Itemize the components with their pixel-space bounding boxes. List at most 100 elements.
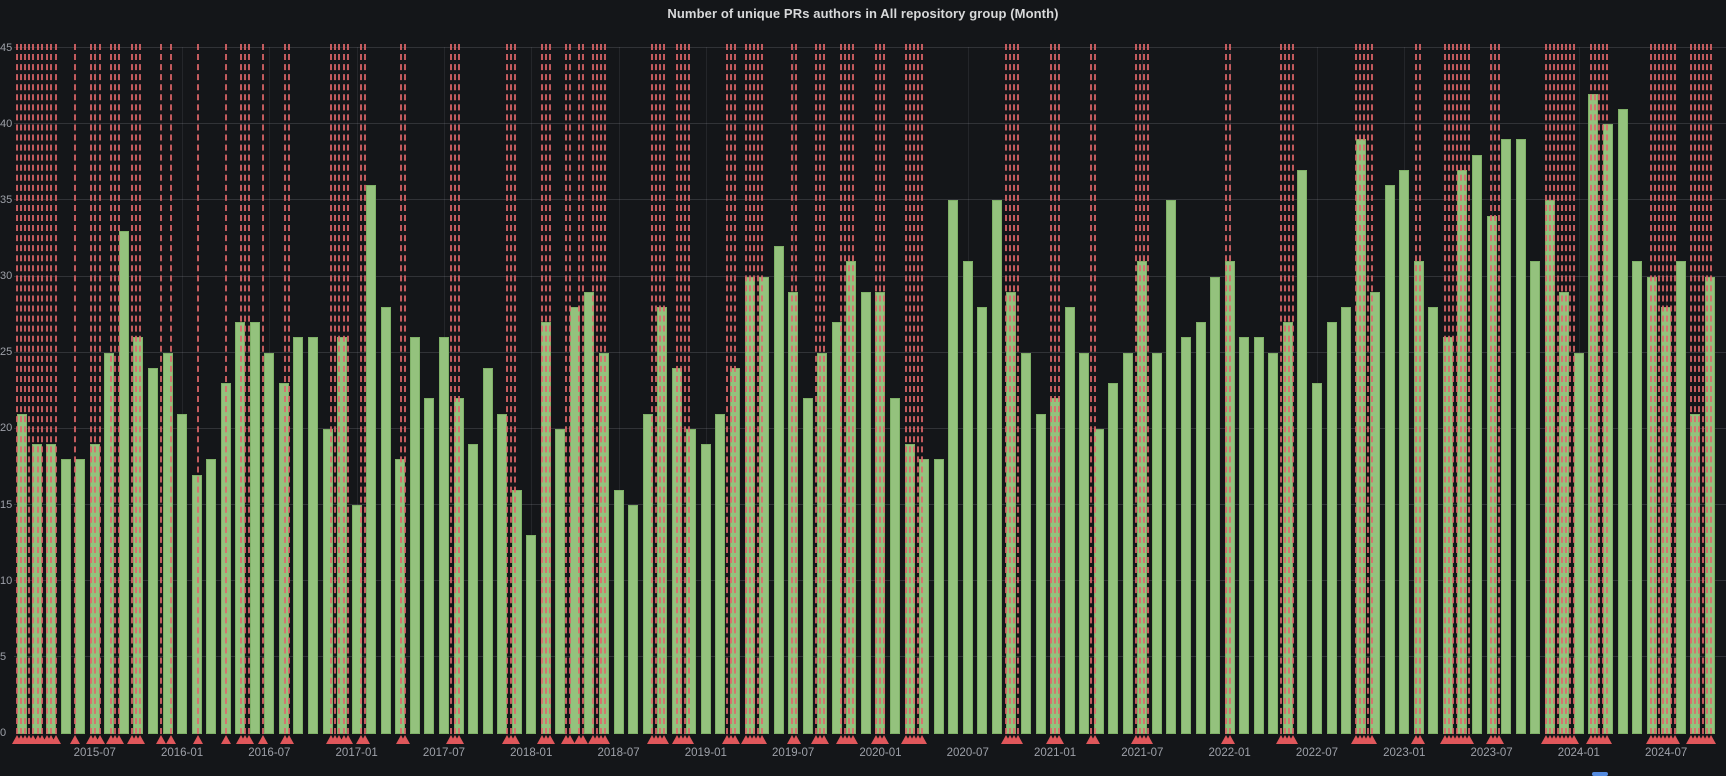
- annotation-marker-icon[interactable]: [221, 734, 231, 744]
- bar-2018-12[interactable]: [686, 428, 697, 734]
- bar-2021-02[interactable]: [1064, 306, 1075, 734]
- bar-2023-08[interactable]: [1501, 139, 1512, 734]
- bar-2019-02[interactable]: [715, 413, 726, 734]
- bar-2020-09[interactable]: [991, 200, 1002, 734]
- bar-2018-01[interactable]: [526, 535, 537, 734]
- annotation-marker-icon[interactable]: [1464, 734, 1474, 744]
- annotation-marker-icon[interactable]: [454, 734, 464, 744]
- bar-2016-03[interactable]: [206, 459, 217, 734]
- bar-2024-02[interactable]: [1588, 93, 1599, 734]
- annotation-marker-icon[interactable]: [600, 734, 610, 744]
- bar-2022-06[interactable]: [1297, 169, 1308, 734]
- annotation-marker-icon[interactable]: [510, 734, 520, 744]
- annotation-marker-icon[interactable]: [193, 734, 203, 744]
- bar-2019-08[interactable]: [802, 398, 813, 734]
- plot-area[interactable]: [12, 38, 1726, 744]
- annotation-marker-icon[interactable]: [545, 734, 555, 744]
- annotation-marker-icon[interactable]: [565, 734, 575, 744]
- annotation-marker-icon[interactable]: [819, 734, 829, 744]
- bar-2020-04[interactable]: [919, 459, 930, 734]
- bar-2017-03[interactable]: [380, 306, 391, 734]
- annotation-marker-icon[interactable]: [1090, 734, 1100, 744]
- annotation-marker-icon[interactable]: [343, 734, 353, 744]
- annotation-marker-icon[interactable]: [1670, 734, 1680, 744]
- annotation-marker-icon[interactable]: [156, 734, 166, 744]
- annotation-marker-icon[interactable]: [1013, 734, 1023, 744]
- bar-2022-04[interactable]: [1268, 352, 1279, 734]
- bar-2015-06[interactable]: [75, 459, 86, 734]
- bar-2024-01[interactable]: [1573, 352, 1584, 734]
- annotation-marker-icon[interactable]: [1569, 734, 1579, 744]
- bar-2016-01[interactable]: [177, 413, 188, 734]
- bar-2016-06[interactable]: [249, 322, 260, 734]
- bar-2023-12[interactable]: [1559, 291, 1570, 734]
- annotation-marker-icon[interactable]: [659, 734, 669, 744]
- bar-2020-07[interactable]: [962, 261, 973, 734]
- bar-2020-11[interactable]: [1020, 352, 1031, 734]
- annotation-marker-icon[interactable]: [879, 734, 889, 744]
- annotation-marker-icon[interactable]: [258, 734, 268, 744]
- annotation-marker-icon[interactable]: [1054, 734, 1064, 744]
- bar-2019-06[interactable]: [773, 246, 784, 734]
- annotation-marker-icon[interactable]: [166, 734, 176, 744]
- bar-2022-09[interactable]: [1341, 306, 1352, 734]
- bar-2017-05[interactable]: [409, 337, 420, 734]
- bar-2022-02[interactable]: [1239, 337, 1250, 734]
- annotation-marker-icon[interactable]: [1706, 734, 1716, 744]
- annotation-marker-icon[interactable]: [757, 734, 767, 744]
- bar-2023-03[interactable]: [1428, 306, 1439, 734]
- bar-2019-07[interactable]: [788, 291, 799, 734]
- bar-2019-05[interactable]: [759, 276, 770, 734]
- annotation-marker-icon[interactable]: [244, 734, 254, 744]
- bar-2015-05[interactable]: [60, 459, 71, 734]
- annotation-marker-icon[interactable]: [578, 734, 588, 744]
- bar-2023-06[interactable]: [1472, 154, 1482, 734]
- legend-series-indicator[interactable]: [1592, 772, 1608, 776]
- bar-2017-02[interactable]: [366, 185, 377, 734]
- bar-2021-10[interactable]: [1181, 337, 1191, 734]
- annotation-marker-icon[interactable]: [848, 734, 858, 744]
- annotation-marker-icon[interactable]: [284, 734, 294, 744]
- bar-2020-06[interactable]: [948, 200, 959, 734]
- bar-2019-09[interactable]: [817, 352, 828, 734]
- bar-2016-12[interactable]: [337, 337, 348, 734]
- bar-2023-09[interactable]: [1515, 139, 1526, 734]
- bar-2020-12[interactable]: [1035, 413, 1046, 734]
- bar-2021-11[interactable]: [1195, 322, 1206, 734]
- bar-2015-12[interactable]: [162, 352, 173, 734]
- bar-2024-08[interactable]: [1675, 261, 1686, 734]
- bar-2019-11[interactable]: [846, 261, 857, 734]
- bar-2022-11[interactable]: [1370, 291, 1381, 734]
- bar-2021-12[interactable]: [1210, 276, 1221, 734]
- annotation-marker-icon[interactable]: [791, 734, 801, 744]
- bar-2019-01[interactable]: [700, 444, 711, 734]
- annotation-marker-icon[interactable]: [114, 734, 124, 744]
- annotation-marker-icon[interactable]: [1367, 734, 1377, 744]
- annotation-marker-icon[interactable]: [400, 734, 410, 744]
- bar-2023-02[interactable]: [1413, 261, 1424, 734]
- bar-2024-05[interactable]: [1632, 261, 1643, 734]
- bar-2017-10[interactable]: [482, 367, 493, 734]
- bar-2018-10[interactable]: [657, 306, 668, 734]
- bar-2017-12[interactable]: [511, 489, 522, 734]
- bar-2016-02[interactable]: [191, 474, 202, 734]
- bar-2020-02[interactable]: [890, 398, 900, 734]
- bar-2022-08[interactable]: [1326, 322, 1337, 734]
- bar-2015-08[interactable]: [104, 352, 115, 734]
- bar-2021-07[interactable]: [1137, 261, 1148, 734]
- annotation-marker-icon[interactable]: [1415, 734, 1425, 744]
- bar-2022-03[interactable]: [1253, 337, 1264, 734]
- bar-2020-05[interactable]: [933, 459, 944, 734]
- bar-2023-01[interactable]: [1399, 169, 1410, 734]
- bar-2020-08[interactable]: [977, 306, 988, 734]
- annotation-marker-icon[interactable]: [1225, 734, 1235, 744]
- annotation-marker-icon[interactable]: [135, 734, 145, 744]
- bar-2024-10[interactable]: [1704, 276, 1715, 734]
- bar-2024-04[interactable]: [1617, 108, 1628, 734]
- bar-2016-09[interactable]: [293, 337, 304, 734]
- annotation-marker-icon[interactable]: [1288, 734, 1298, 744]
- bar-2016-07[interactable]: [264, 352, 275, 734]
- bar-2015-10[interactable]: [133, 337, 144, 734]
- annotation-marker-icon[interactable]: [70, 734, 80, 744]
- bar-2021-03[interactable]: [1079, 352, 1090, 734]
